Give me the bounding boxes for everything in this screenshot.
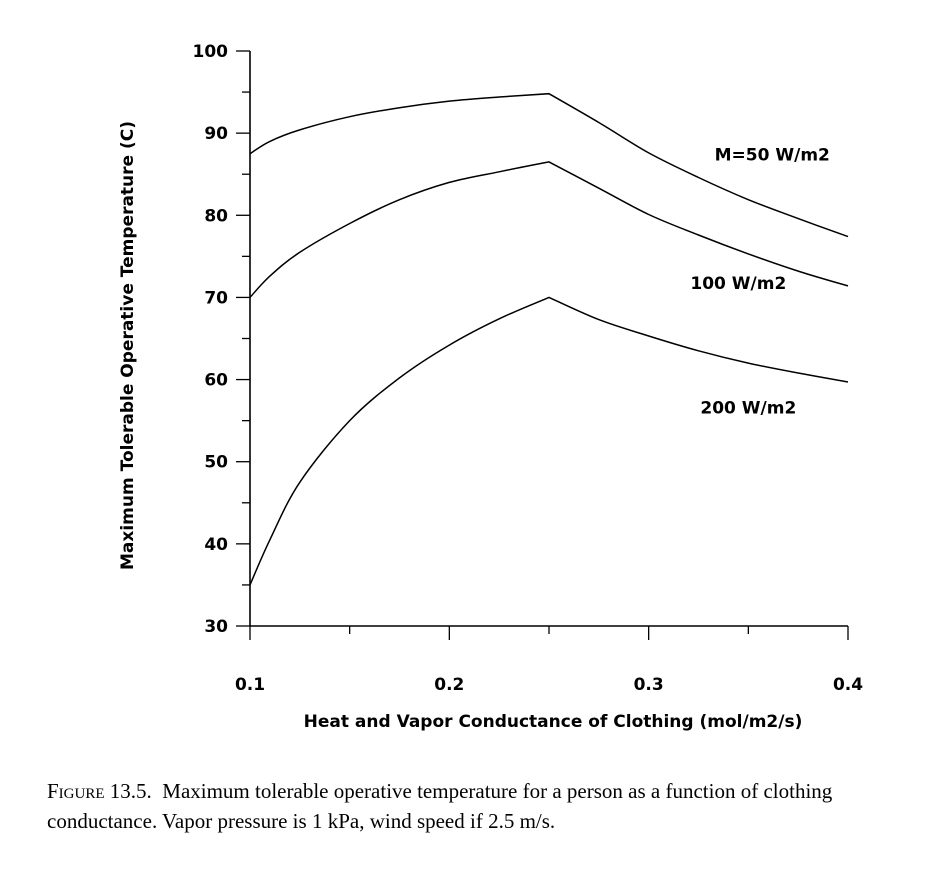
y-tick-label: 80 xyxy=(204,206,228,226)
y-tick-label: 70 xyxy=(204,288,228,308)
x-tick-label: 0.2 xyxy=(434,675,464,695)
series-lines xyxy=(249,92,849,586)
figure-caption-text: Maximum tolerable operative temperature … xyxy=(47,779,833,833)
y-axis-title: Maximum Tolerable Operative Temperature … xyxy=(118,121,138,570)
series-labels: M=50 W/m2 100 W/m2 200 W/m2 xyxy=(690,145,829,418)
series-line-1 xyxy=(249,92,849,238)
series-line-2 xyxy=(249,161,849,298)
x-tick-label: 0.4 xyxy=(833,675,863,695)
figure-caption: Figure 13.5. Maximum tolerable operative… xyxy=(47,776,927,836)
axes xyxy=(249,51,848,627)
y-tick-label: 90 xyxy=(204,124,228,144)
ticks xyxy=(236,50,849,640)
series-line-3 xyxy=(249,296,849,586)
y-tick-label: 60 xyxy=(204,371,228,391)
x-tick-label: 0.1 xyxy=(235,675,265,695)
y-tick-label: 30 xyxy=(204,617,228,637)
y-tick-label: 40 xyxy=(204,535,228,555)
x-axis-title: Heat and Vapor Conductance of Clothing (… xyxy=(304,712,803,732)
y-tick-label: 50 xyxy=(204,453,228,473)
series-label-1: M=50 W/m2 xyxy=(715,145,830,165)
x-tick-label: 0.3 xyxy=(634,675,664,695)
series-label-2: 100 W/m2 xyxy=(690,274,786,294)
chart: 30 40 50 60 70 80 90 100 0.1 0.2 0.3 0.4 M=50 W/m2 1… xyxy=(118,42,864,732)
y-tick-label: 100 xyxy=(193,42,229,62)
series-label-3: 200 W/m2 xyxy=(700,398,796,418)
figure-label: Figure 13.5. xyxy=(47,779,152,803)
tick-labels: 30 40 50 60 70 80 90 100 0.1 0.2 0.3 0.4 xyxy=(193,42,864,695)
